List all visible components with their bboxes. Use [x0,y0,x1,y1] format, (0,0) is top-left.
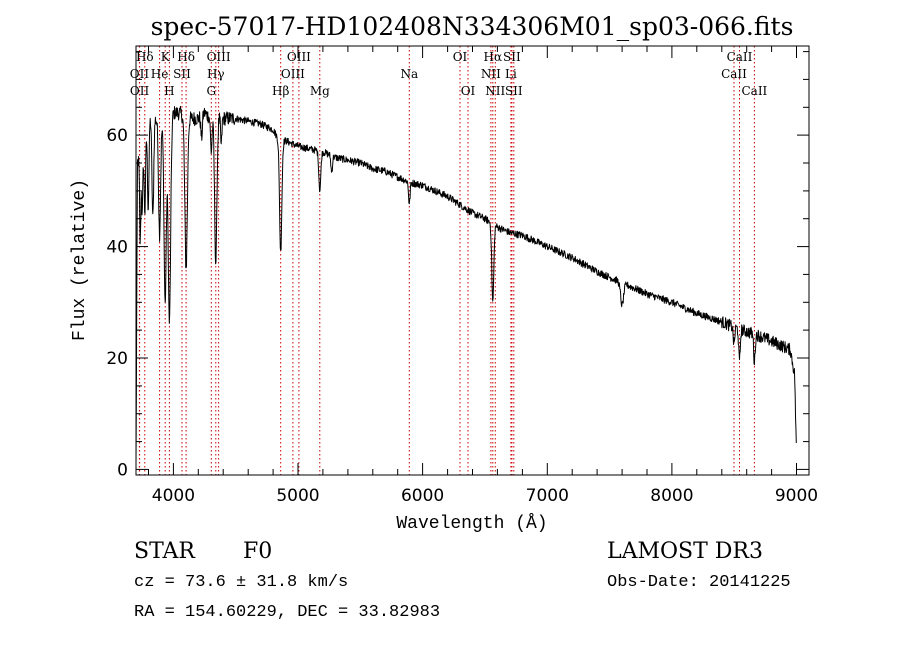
y-axis-label: Flux (relative) [70,179,90,341]
line-label-23: SII [505,84,523,98]
line-label-0: Hδ [136,50,154,64]
y-tick-label-40: 40 [106,238,128,258]
line-label-2: OII [130,84,150,98]
obs-date-readout: Obs-Date: 20141225 [607,573,791,592]
line-label-7: Hδ [177,50,195,64]
line-label-24: CaII [721,67,747,81]
y-tick-label-60: 60 [106,126,128,146]
line-label-4: K [161,50,171,64]
survey-name: LAMOST DR3 [607,539,763,564]
line-label-1: OII [130,67,150,81]
spectrum-line [135,105,797,465]
line-label-17: OI [461,84,476,98]
object-class: STAR [134,539,195,564]
coordinates-readout: RA = 154.60229, DEC = 33.82983 [134,603,441,622]
line-label-3: He [151,67,169,81]
x-tick-label-8000: 8000 [650,486,693,506]
line-label-12: OIII [281,67,305,81]
axes: 4000 5000 6000 7000 8000 9000 0 20 40 60 [106,46,818,506]
y-tick-label-0: 0 [117,460,128,480]
line-label-6: SII [173,67,191,81]
x-tick-label-9000: 9000 [775,486,818,506]
line-label-25: CaII [727,50,753,64]
line-label-22: SII [503,50,521,64]
line-label-21: Li [505,67,517,81]
x-axis-label: Wavelength (Å) [396,513,547,534]
y-tick-label-20: 20 [106,349,128,369]
plot-frame [135,45,810,476]
chart-title: spec-57017-HD102408N334306M01_sp03-066.f… [151,12,794,41]
x-tick-label-6000: 6000 [401,486,444,506]
line-label-15: Na [400,67,418,81]
line-label-5: H [164,84,174,98]
redshift-readout: cz = 73.6 ± 31.8 km/s [134,573,349,592]
line-label-19: Hα [484,50,503,64]
line-label-18: NII [481,67,501,81]
line-label-9: Hγ [207,67,225,81]
line-label-10: OIII [207,50,231,64]
line-label-8: G [207,84,217,98]
object-subclass: F0 [243,539,273,564]
line-marker-layer [138,46,755,475]
line-label-11: Hβ [272,84,289,98]
line-label-16: OI [453,50,468,64]
x-tick-label-4000: 4000 [152,486,195,506]
line-label-26: CaII [741,84,767,98]
line-label-20: NII [485,84,505,98]
line-label-14: Mg [310,84,330,98]
x-tick-label-7000: 7000 [526,486,569,506]
x-tick-label-5000: 5000 [276,486,319,506]
line-label-13: OIII [287,50,311,64]
